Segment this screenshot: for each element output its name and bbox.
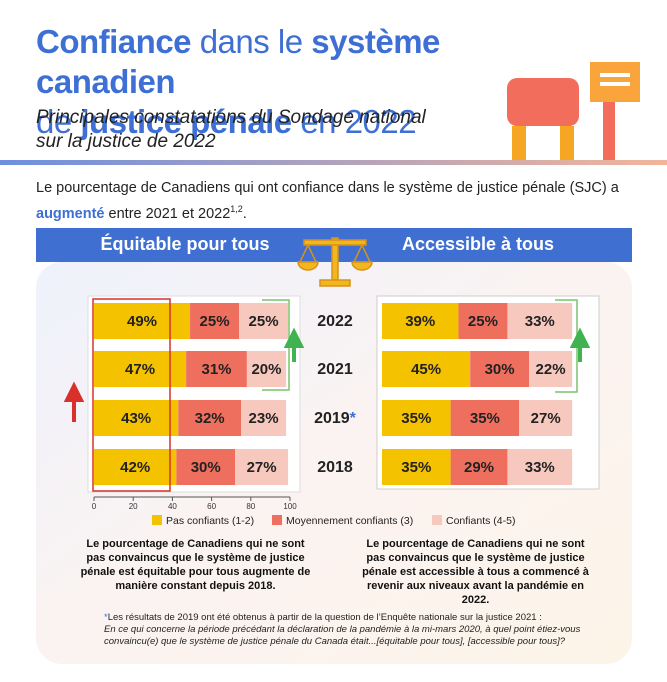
value-label: 22%: [536, 361, 566, 378]
category-label: 2019*: [314, 410, 357, 427]
bar-segment: [235, 449, 289, 485]
bar-segment: [94, 400, 179, 436]
note-marker: *: [350, 410, 357, 427]
bar-segment: [382, 449, 451, 485]
x-tick-label: 60: [207, 502, 216, 511]
value-label: 31%: [201, 361, 231, 378]
chart-title: Équitable pour tous: [101, 233, 270, 254]
bar-segment: [507, 303, 573, 339]
value-label: 25%: [468, 313, 498, 330]
bar-segment: [458, 303, 508, 339]
annotation: Le pourcentage de Canadiens qui ne sont …: [362, 538, 589, 606]
bar-segment: [239, 303, 289, 339]
value-label: 49%: [127, 313, 157, 330]
bar-segment: [382, 303, 459, 339]
subtitle: Principales constatations du Sondage nat…: [36, 107, 426, 152]
legend-swatch: [272, 515, 282, 525]
x-tick-label: 20: [129, 502, 138, 511]
bar-segment: [470, 351, 529, 387]
value-label: 35%: [470, 410, 500, 427]
up-arrow: [283, 327, 305, 362]
value-label: 23%: [249, 410, 279, 427]
bar-segment: [382, 400, 451, 436]
bar-segment: [94, 303, 191, 339]
value-label: 27%: [531, 410, 561, 427]
x-tick-label: 40: [168, 502, 177, 511]
highlight-box: [92, 298, 171, 492]
bar-segment: [507, 449, 573, 485]
value-label: 33%: [525, 313, 555, 330]
annotation: Le pourcentage de Canadiens qui ne sont …: [80, 538, 311, 592]
x-tick-label: 80: [246, 502, 255, 511]
value-label: 32%: [195, 410, 225, 427]
bar-segment: [519, 400, 573, 436]
bar-segment: [450, 449, 508, 485]
up-arrow: [63, 381, 85, 422]
value-label: 35%: [401, 459, 431, 476]
category-text: 2021: [317, 361, 353, 378]
legend-label: Confiants (4-5): [446, 515, 515, 527]
value-label: 27%: [247, 459, 277, 476]
category-text: 2019: [314, 410, 350, 427]
value-label: 25%: [249, 313, 279, 330]
bar-segment: [382, 351, 471, 387]
value-label: 30%: [191, 459, 221, 476]
value-label: 33%: [525, 459, 555, 476]
value-label: 42%: [120, 459, 150, 476]
bar-segment: [94, 449, 177, 485]
category-label: 2022: [317, 313, 353, 330]
value-label: 45%: [411, 361, 441, 378]
bar-segment: [241, 400, 287, 436]
scale-icon: [297, 237, 373, 287]
value-label: 30%: [485, 361, 515, 378]
x-tick-label: 0: [92, 502, 97, 511]
illustration: [507, 62, 640, 160]
value-label: 39%: [405, 313, 435, 330]
bar-segment: [178, 400, 241, 436]
category-text: 2022: [317, 313, 353, 330]
x-tick-label: 100: [283, 502, 297, 511]
title: Confiance dans le système canadien de jus…: [36, 23, 440, 140]
value-label: 20%: [251, 361, 281, 378]
bar-segment: [186, 351, 247, 387]
value-label: 29%: [464, 459, 494, 476]
legend-swatch: [152, 515, 162, 525]
bar-segment: [246, 351, 287, 387]
value-label: 25%: [200, 313, 230, 330]
bar-segment: [176, 449, 236, 485]
header-rule: [0, 160, 667, 165]
bar-segment: [450, 400, 520, 436]
value-label: 43%: [121, 410, 151, 427]
up-arrow: [569, 327, 591, 362]
category-text: 2018: [317, 459, 353, 476]
value-label: 35%: [401, 410, 431, 427]
bar-segment: [190, 303, 240, 339]
bar-segment: [94, 351, 187, 387]
category-label: 2021: [317, 361, 353, 378]
intro: Le pourcentage de Canadiens qui ont conf…: [36, 180, 619, 222]
chart-title: Accessible à tous: [402, 234, 554, 254]
legend-swatch: [432, 515, 442, 525]
category-label: 2018: [317, 459, 353, 476]
footnote: *Les résultats de 2019 ont été obtenus à…: [104, 612, 581, 647]
legend-label: Moyennement confiants (3): [286, 515, 413, 527]
bar-segment: [529, 351, 573, 387]
value-label: 47%: [125, 361, 155, 378]
legend-label: Pas confiants (1-2): [166, 515, 254, 527]
